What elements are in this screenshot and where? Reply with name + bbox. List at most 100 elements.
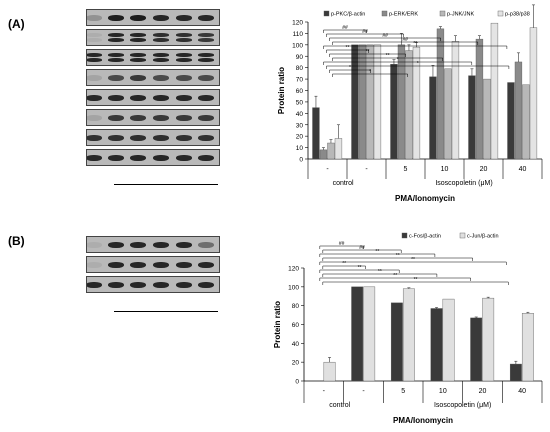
blot-band bbox=[176, 38, 192, 42]
significance-mark: * bbox=[397, 57, 399, 63]
bar bbox=[405, 50, 413, 160]
x-axis-title: PMA/Ionomycin bbox=[395, 194, 455, 203]
significance-bracket bbox=[319, 269, 400, 273]
legend-swatch bbox=[439, 10, 446, 17]
y-tick-label: 30 bbox=[296, 122, 304, 129]
legend-label: p-JNK/JNK bbox=[447, 12, 475, 18]
bar bbox=[529, 27, 538, 160]
significance-bracket bbox=[323, 45, 508, 49]
y-tick-label: 20 bbox=[296, 134, 304, 141]
bar bbox=[483, 78, 491, 160]
bar bbox=[430, 308, 443, 382]
x-tick-label: 5 bbox=[401, 388, 405, 395]
bar bbox=[366, 44, 374, 160]
significance-bracket bbox=[332, 57, 443, 61]
x-tick-label: - bbox=[365, 166, 368, 173]
x-tick-label: - bbox=[326, 166, 329, 173]
blot-band bbox=[130, 241, 146, 248]
bar bbox=[468, 75, 476, 160]
blot-band bbox=[176, 281, 192, 288]
significance-bracket bbox=[319, 277, 471, 281]
y-tick-label: 110 bbox=[293, 31, 304, 38]
bar bbox=[327, 142, 335, 160]
blot-band bbox=[198, 114, 214, 121]
significance-mark: ** bbox=[358, 265, 362, 271]
y-tick-label: 100 bbox=[292, 42, 303, 49]
bar bbox=[323, 361, 336, 382]
blot-band bbox=[87, 114, 102, 121]
y-axis-title: Protein ratio bbox=[273, 301, 282, 348]
blot-band bbox=[198, 14, 214, 21]
y-tick-label: 0 bbox=[299, 157, 303, 164]
blot-band bbox=[87, 94, 102, 101]
y-tick-label: 40 bbox=[292, 341, 300, 348]
significance-bracket bbox=[322, 273, 438, 277]
significance-bracket bbox=[319, 261, 507, 265]
significance-mark: ** bbox=[414, 277, 418, 283]
x-axis-title: PMA/Ionomycin bbox=[393, 416, 453, 425]
bar bbox=[475, 38, 484, 160]
significance-bracket bbox=[319, 245, 364, 249]
blot-band bbox=[153, 94, 169, 101]
y-tick-label: 80 bbox=[296, 65, 304, 72]
blot-band bbox=[108, 134, 124, 141]
y-axis-title: Protein ratio bbox=[277, 67, 286, 114]
bar bbox=[429, 76, 437, 160]
bar bbox=[507, 82, 515, 160]
x-tick-label: 20 bbox=[480, 166, 488, 173]
blot-band bbox=[198, 241, 214, 248]
significance-mark: ** bbox=[396, 253, 400, 259]
blot-band bbox=[87, 53, 102, 57]
blot-band bbox=[108, 74, 124, 81]
significance-mark: ## bbox=[362, 29, 368, 35]
legend-label: p-PKC/β-actin bbox=[331, 12, 365, 18]
blot-band bbox=[130, 94, 146, 101]
panel-a-label: (A) bbox=[8, 17, 25, 31]
blot-band bbox=[198, 94, 214, 101]
blot-band bbox=[176, 33, 192, 37]
blot-band bbox=[108, 154, 124, 161]
blot-band bbox=[153, 14, 169, 21]
bar bbox=[490, 22, 499, 160]
blot-band bbox=[130, 114, 146, 121]
bar bbox=[358, 44, 367, 160]
significance-bracket bbox=[322, 249, 402, 253]
legend-label: c-Jun/β-actin bbox=[467, 234, 499, 240]
treatment-group-label: Isoscopoletin (μM) bbox=[435, 180, 492, 187]
blot-band bbox=[153, 241, 169, 248]
blot-band bbox=[176, 94, 192, 101]
significance-mark: ** bbox=[411, 257, 415, 263]
significance-bracket bbox=[329, 53, 406, 57]
blot-strip bbox=[86, 29, 220, 46]
blot-band bbox=[153, 74, 169, 81]
blot-band bbox=[153, 38, 169, 42]
blot-band bbox=[108, 58, 124, 62]
blot-band bbox=[153, 261, 169, 268]
blot-band bbox=[87, 241, 102, 248]
significance-mark: ** bbox=[342, 261, 346, 267]
legend-swatch bbox=[497, 10, 504, 17]
blot-band bbox=[87, 281, 102, 288]
significance-mark: ## bbox=[382, 33, 388, 39]
significance-bracket bbox=[323, 61, 473, 65]
y-tick-label: 40 bbox=[296, 111, 304, 118]
legend-label: c-Fos/β-actin bbox=[409, 234, 441, 240]
blot-strip bbox=[86, 109, 220, 126]
blot-band bbox=[130, 33, 146, 37]
blot-band bbox=[153, 58, 169, 62]
significance-bracket bbox=[319, 253, 436, 257]
blot-band bbox=[153, 114, 169, 121]
significance-mark: * bbox=[417, 61, 419, 67]
bar bbox=[509, 363, 522, 382]
x-tick-label: 5 bbox=[404, 166, 408, 173]
blot-band bbox=[153, 281, 169, 288]
blot-band bbox=[87, 33, 102, 37]
blot-band bbox=[176, 114, 192, 121]
blot-strip bbox=[86, 49, 220, 66]
bar bbox=[444, 68, 452, 160]
x-tick-label: 20 bbox=[479, 388, 487, 395]
blot-strip bbox=[86, 276, 220, 293]
significance-mark: ** bbox=[393, 273, 397, 279]
control-group-label: control bbox=[333, 180, 354, 187]
y-tick-label: 100 bbox=[288, 284, 299, 291]
